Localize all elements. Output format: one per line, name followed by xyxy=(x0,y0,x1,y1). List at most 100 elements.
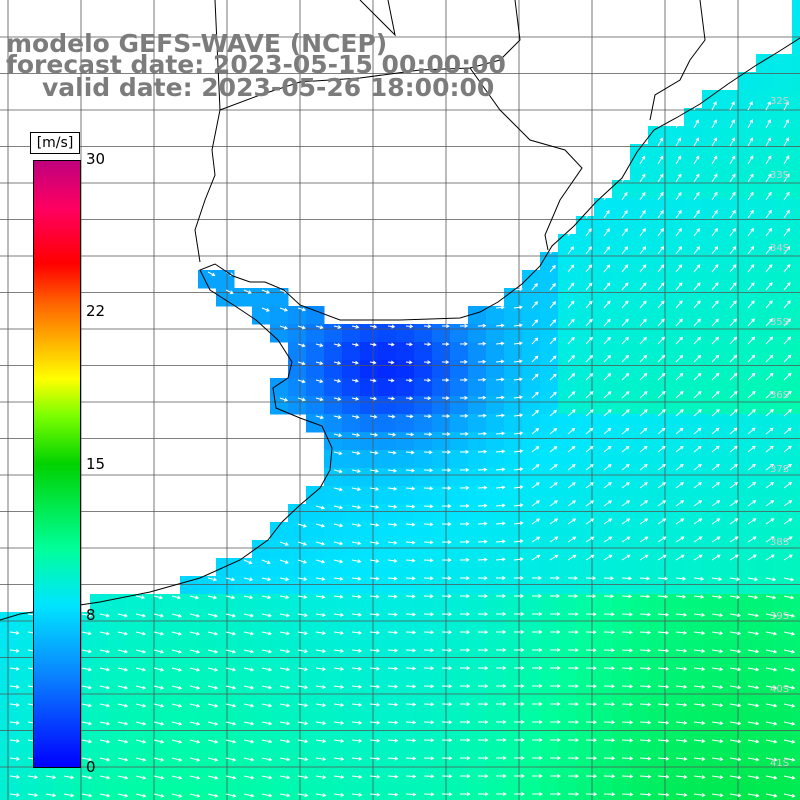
wind-arrow xyxy=(675,463,684,471)
wind-arrow xyxy=(549,648,561,653)
wind-cell xyxy=(468,378,487,397)
wind-arrow xyxy=(369,792,381,797)
wind-cell xyxy=(342,360,361,379)
wind-arrow xyxy=(729,739,742,744)
wind-arrow xyxy=(531,630,543,634)
wind-cell xyxy=(774,522,793,541)
wind-cell xyxy=(180,576,199,595)
wind-arrow xyxy=(189,757,201,762)
wind-cell xyxy=(648,162,667,181)
wind-arrow xyxy=(459,521,470,526)
wind-cell xyxy=(684,198,703,217)
wind-arrow xyxy=(693,119,699,129)
wind-cell xyxy=(252,720,271,739)
wind-arrow xyxy=(747,463,756,471)
wind-cell xyxy=(414,486,433,505)
wind-arrow xyxy=(675,155,682,165)
wind-arrow xyxy=(549,666,561,671)
wind-cell xyxy=(432,450,451,469)
wind-arrow xyxy=(765,245,773,255)
wind-arrow xyxy=(351,594,362,599)
wind-arrow xyxy=(765,536,775,543)
wind-arrow xyxy=(693,703,706,707)
wind-arrow xyxy=(639,372,648,381)
wind-arrow xyxy=(369,630,380,635)
wind-cell xyxy=(756,756,775,775)
wind-cell xyxy=(144,702,163,721)
wind-arrow xyxy=(477,684,489,689)
wind-arrow xyxy=(603,648,615,653)
wind-arrow xyxy=(243,739,255,744)
wind-cell xyxy=(450,414,469,433)
wind-cell xyxy=(504,432,523,451)
wind-cell xyxy=(144,792,163,800)
wind-arrow xyxy=(783,318,791,327)
wind-cell xyxy=(738,666,757,685)
wind-cell xyxy=(738,414,757,433)
wind-cell xyxy=(450,792,469,800)
wind-arrow xyxy=(333,433,343,438)
wind-arrow xyxy=(477,467,488,472)
wind-arrow xyxy=(423,792,435,797)
wind-cell xyxy=(252,630,271,649)
wind-cell xyxy=(414,378,433,397)
wind-cell xyxy=(666,738,685,757)
wind-arrow xyxy=(423,540,434,545)
wind-arrow xyxy=(243,757,255,762)
wind-arrow xyxy=(765,793,778,798)
wind-arrow xyxy=(657,774,670,779)
wind-arrow xyxy=(297,541,307,546)
wind-arrow xyxy=(621,500,631,507)
wind-cell xyxy=(504,540,523,559)
wind-arrow xyxy=(639,155,646,165)
wind-cell xyxy=(648,414,667,433)
wind-cell xyxy=(180,756,199,775)
wind-arrow xyxy=(333,576,344,581)
wind-arrow xyxy=(387,342,395,347)
wind-cell xyxy=(594,702,613,721)
wind-arrow xyxy=(153,757,165,762)
wind-arrow xyxy=(603,354,612,363)
wind-arrow xyxy=(639,282,647,291)
wind-arrow xyxy=(675,630,688,635)
wind-cell xyxy=(792,720,800,739)
wind-cell xyxy=(342,378,361,397)
wind-arrow xyxy=(63,775,75,780)
wind-cell xyxy=(396,378,415,397)
wind-arrow xyxy=(621,756,634,761)
wind-cell xyxy=(180,630,199,649)
wind-arrow xyxy=(603,445,612,453)
wind-cell xyxy=(540,378,559,397)
wind-arrow xyxy=(243,667,255,672)
wind-arrow xyxy=(387,360,395,365)
wind-cell xyxy=(774,720,793,739)
wind-cell xyxy=(414,720,433,739)
wind-arrow xyxy=(711,354,720,363)
wind-cell xyxy=(540,576,559,595)
wind-arrow xyxy=(657,137,664,147)
wind-cell xyxy=(486,540,505,559)
wind-cell xyxy=(684,576,703,595)
wind-cell xyxy=(234,738,253,757)
wind-arrow xyxy=(585,482,594,489)
wind-cell xyxy=(324,594,343,613)
wind-cell xyxy=(252,576,271,595)
wind-cell xyxy=(774,216,793,235)
wind-cell xyxy=(774,108,793,127)
wind-arrow xyxy=(333,487,343,492)
wind-cell xyxy=(720,126,739,145)
wind-cell xyxy=(468,576,487,595)
wind-arrow xyxy=(441,774,453,779)
wind-cell xyxy=(792,774,800,793)
wind-arrow xyxy=(621,518,631,525)
wind-arrow xyxy=(711,372,720,381)
wind-cell xyxy=(738,774,757,793)
wind-arrow xyxy=(405,432,415,437)
wind-arrow xyxy=(729,300,737,309)
wind-cell xyxy=(486,594,505,613)
wind-arrow xyxy=(369,648,381,653)
wind-arrow xyxy=(81,631,92,636)
wind-arrow xyxy=(567,630,579,635)
wind-cell xyxy=(540,342,559,361)
wind-arrow xyxy=(657,536,667,543)
